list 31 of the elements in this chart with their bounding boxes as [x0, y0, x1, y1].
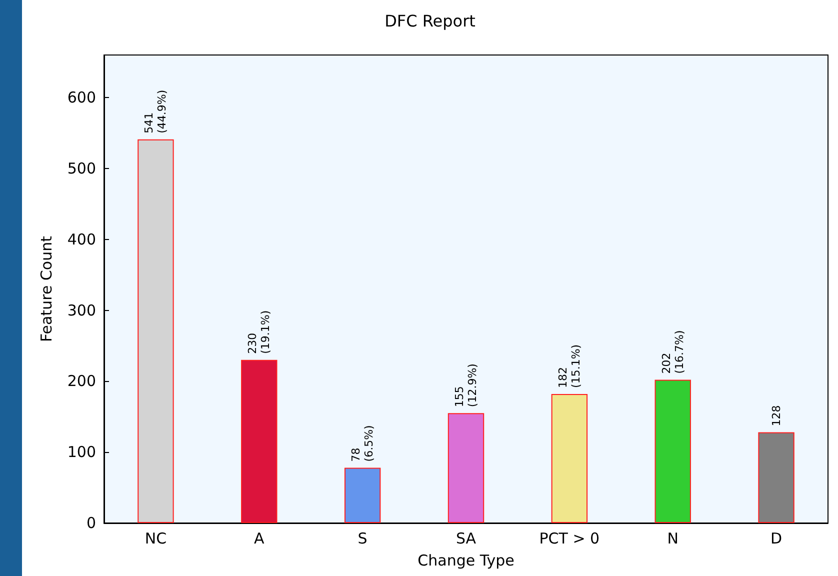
x-tick-label: NC [144, 530, 167, 548]
bar [448, 413, 484, 523]
bar [344, 468, 381, 523]
bar [138, 139, 174, 523]
x-axis-title: Change Type [418, 552, 514, 570]
x-tick-label: PCT > 0 [539, 530, 600, 548]
y-tick-label: 0 [86, 514, 96, 532]
x-tick-label: S [358, 530, 368, 548]
y-tick-label: 100 [67, 443, 96, 462]
y-tick-label: 600 [67, 88, 96, 107]
bar [758, 432, 794, 523]
y-tick-label: 200 [67, 372, 96, 390]
data-label: 78 (6.5%) [350, 425, 376, 462]
data-label: 541 (44.9%) [142, 90, 169, 134]
x-tick-label: SA [456, 530, 477, 548]
data-label: 202 (16.7%) [660, 330, 686, 374]
data-label: 128 [770, 405, 783, 426]
y-tick-label: 300 [67, 301, 96, 320]
data-label: 182 (15.1%) [556, 344, 582, 388]
x-tick-label: D [770, 530, 782, 548]
data-label: 230 (19.1%) [246, 310, 272, 354]
bar [241, 360, 278, 523]
x-tick-label: N [667, 530, 678, 548]
x-tick-label: A [254, 530, 266, 548]
y-tick-label: 400 [67, 230, 96, 248]
data-label: 155 (12.9%) [453, 364, 479, 408]
y-axis-title: Feature Count [38, 236, 56, 342]
bar [551, 394, 588, 523]
y-tick-label: 500 [67, 159, 96, 178]
bar [654, 380, 691, 523]
chart-title: DFC Report [384, 12, 476, 30]
